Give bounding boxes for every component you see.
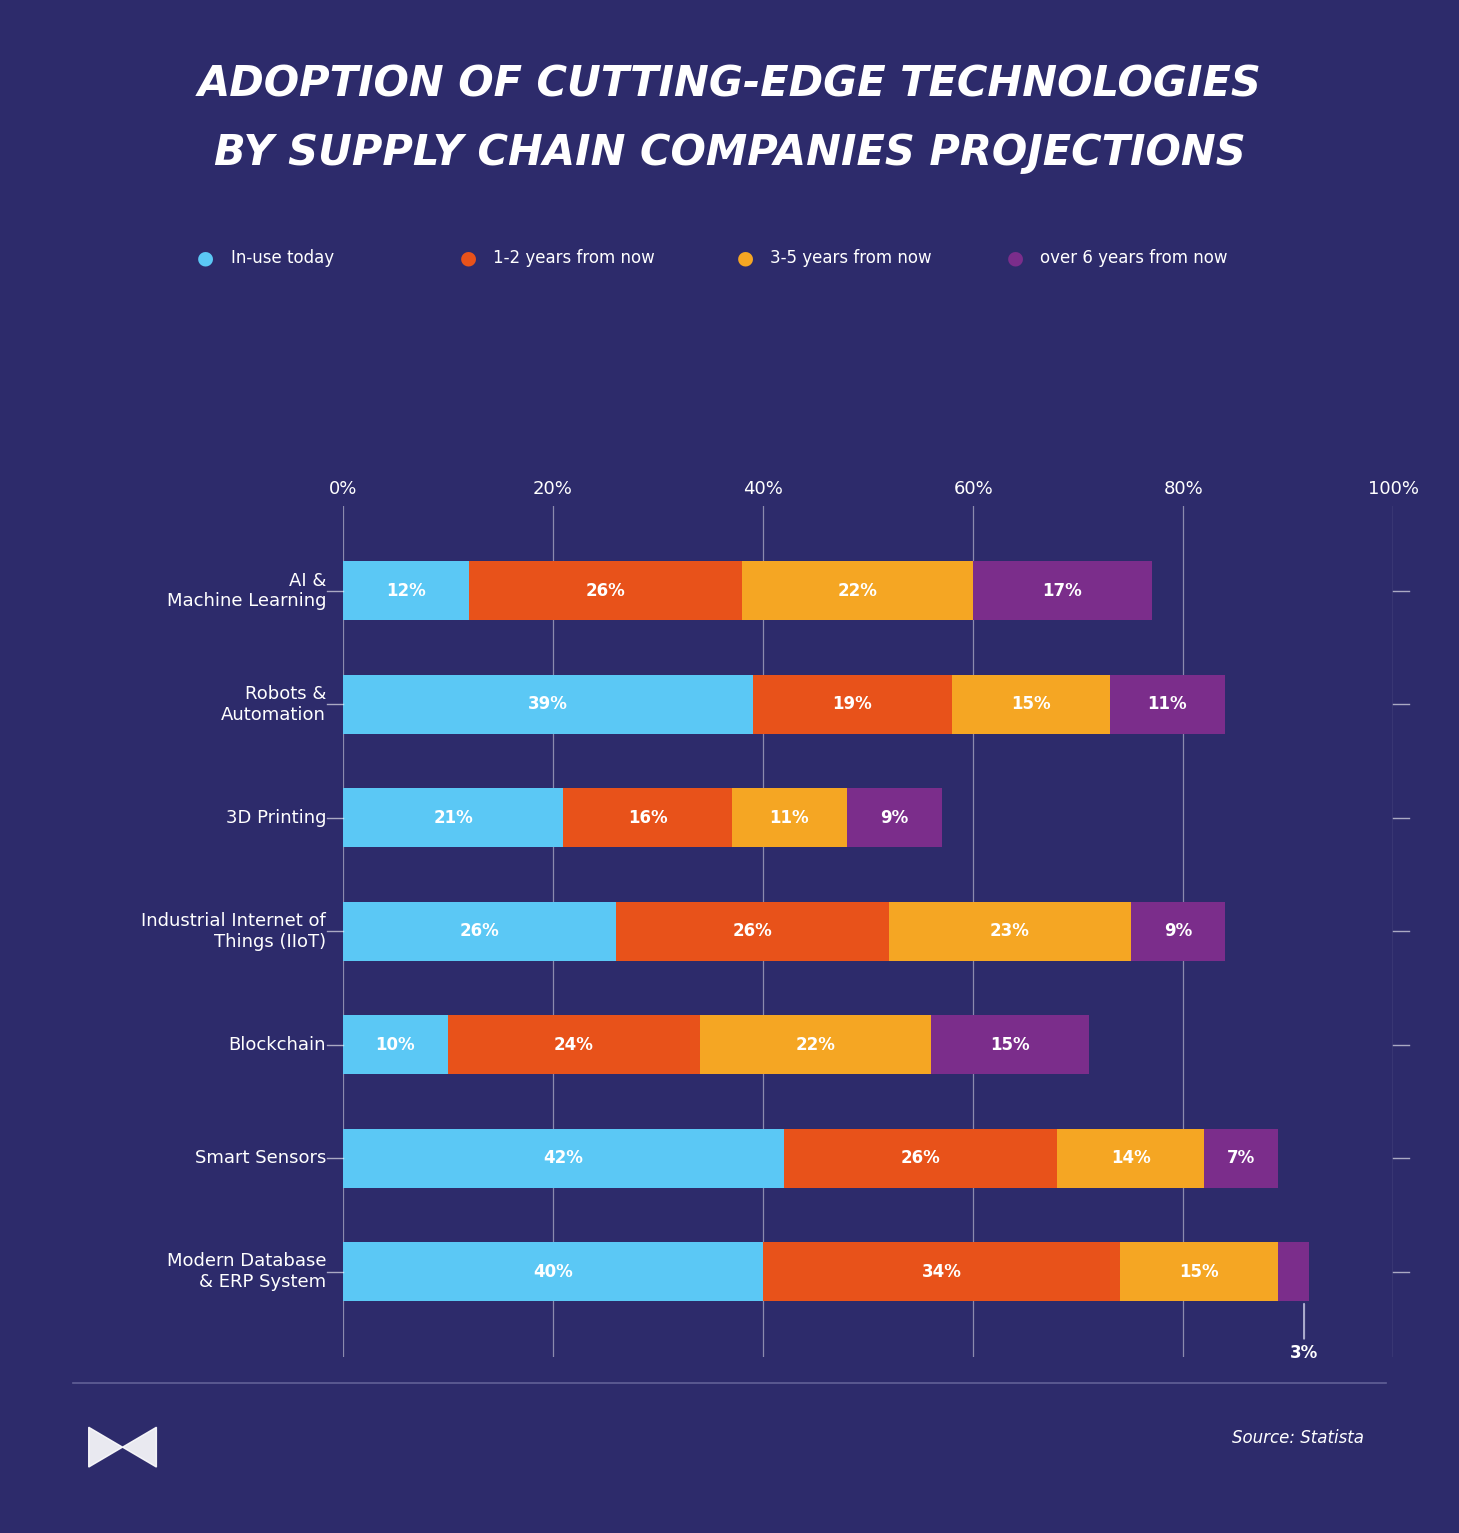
Bar bbox=[889, 901, 1131, 961]
Text: 15%: 15% bbox=[1011, 696, 1050, 713]
Text: 22%: 22% bbox=[837, 583, 877, 599]
Text: 26%: 26% bbox=[732, 923, 772, 940]
Bar bbox=[953, 675, 1110, 734]
Text: 34%: 34% bbox=[922, 1263, 961, 1280]
Bar bbox=[1204, 1128, 1278, 1188]
Bar bbox=[343, 901, 616, 961]
Text: 9%: 9% bbox=[1164, 923, 1192, 940]
Bar bbox=[700, 1015, 931, 1075]
Bar bbox=[848, 788, 941, 848]
Bar bbox=[931, 1015, 1088, 1075]
Bar bbox=[1121, 1242, 1278, 1302]
Text: 15%: 15% bbox=[991, 1036, 1030, 1053]
Bar bbox=[343, 1015, 448, 1075]
Text: 7%: 7% bbox=[1227, 1150, 1255, 1167]
Text: ADOPTION OF CUTTING-EDGE TECHNOLOGIES: ADOPTION OF CUTTING-EDGE TECHNOLOGIES bbox=[197, 63, 1262, 106]
Text: ●: ● bbox=[1007, 248, 1024, 267]
Bar bbox=[616, 901, 889, 961]
Bar bbox=[1278, 1242, 1309, 1302]
Bar bbox=[743, 561, 973, 621]
Text: 19%: 19% bbox=[833, 696, 872, 713]
Text: 10%: 10% bbox=[375, 1036, 416, 1053]
Text: 26%: 26% bbox=[900, 1150, 941, 1167]
Text: In-use today: In-use today bbox=[231, 248, 334, 267]
Text: 26%: 26% bbox=[585, 583, 626, 599]
Text: 22%: 22% bbox=[795, 1036, 836, 1053]
Bar bbox=[753, 675, 953, 734]
Text: 21%: 21% bbox=[433, 809, 473, 826]
Bar bbox=[343, 561, 468, 621]
Bar bbox=[731, 788, 848, 848]
Text: ●: ● bbox=[460, 248, 477, 267]
Polygon shape bbox=[89, 1427, 123, 1467]
Bar bbox=[1110, 675, 1226, 734]
Text: 11%: 11% bbox=[769, 809, 810, 826]
Text: ●: ● bbox=[197, 248, 214, 267]
Bar bbox=[343, 675, 753, 734]
Text: 11%: 11% bbox=[1148, 696, 1188, 713]
Bar bbox=[763, 1242, 1121, 1302]
Bar bbox=[1131, 901, 1226, 961]
Text: 24%: 24% bbox=[554, 1036, 594, 1053]
Bar bbox=[1058, 1128, 1204, 1188]
Text: 1-2 years from now: 1-2 years from now bbox=[493, 248, 655, 267]
Text: 42%: 42% bbox=[544, 1150, 584, 1167]
Polygon shape bbox=[123, 1427, 156, 1467]
Text: 39%: 39% bbox=[528, 696, 568, 713]
Bar bbox=[468, 561, 743, 621]
Text: 14%: 14% bbox=[1110, 1150, 1151, 1167]
Text: 12%: 12% bbox=[387, 583, 426, 599]
Text: 15%: 15% bbox=[1179, 1263, 1218, 1280]
Text: ●: ● bbox=[737, 248, 754, 267]
Text: 26%: 26% bbox=[460, 923, 499, 940]
Bar bbox=[973, 561, 1151, 621]
Bar bbox=[343, 1128, 783, 1188]
Text: Source: Statista: Source: Statista bbox=[1233, 1429, 1364, 1447]
Text: 9%: 9% bbox=[880, 809, 909, 826]
Text: 3-5 years from now: 3-5 years from now bbox=[770, 248, 932, 267]
Text: BY SUPPLY CHAIN COMPANIES PROJECTIONS: BY SUPPLY CHAIN COMPANIES PROJECTIONS bbox=[213, 132, 1246, 175]
Text: over 6 years from now: over 6 years from now bbox=[1040, 248, 1228, 267]
Text: 17%: 17% bbox=[1043, 583, 1083, 599]
Bar bbox=[448, 1015, 700, 1075]
Text: 3%: 3% bbox=[1290, 1305, 1317, 1363]
Bar bbox=[563, 788, 731, 848]
Bar bbox=[783, 1128, 1058, 1188]
Bar bbox=[343, 788, 563, 848]
Text: 23%: 23% bbox=[991, 923, 1030, 940]
Bar bbox=[343, 1242, 763, 1302]
Text: 16%: 16% bbox=[627, 809, 667, 826]
Text: 40%: 40% bbox=[533, 1263, 573, 1280]
